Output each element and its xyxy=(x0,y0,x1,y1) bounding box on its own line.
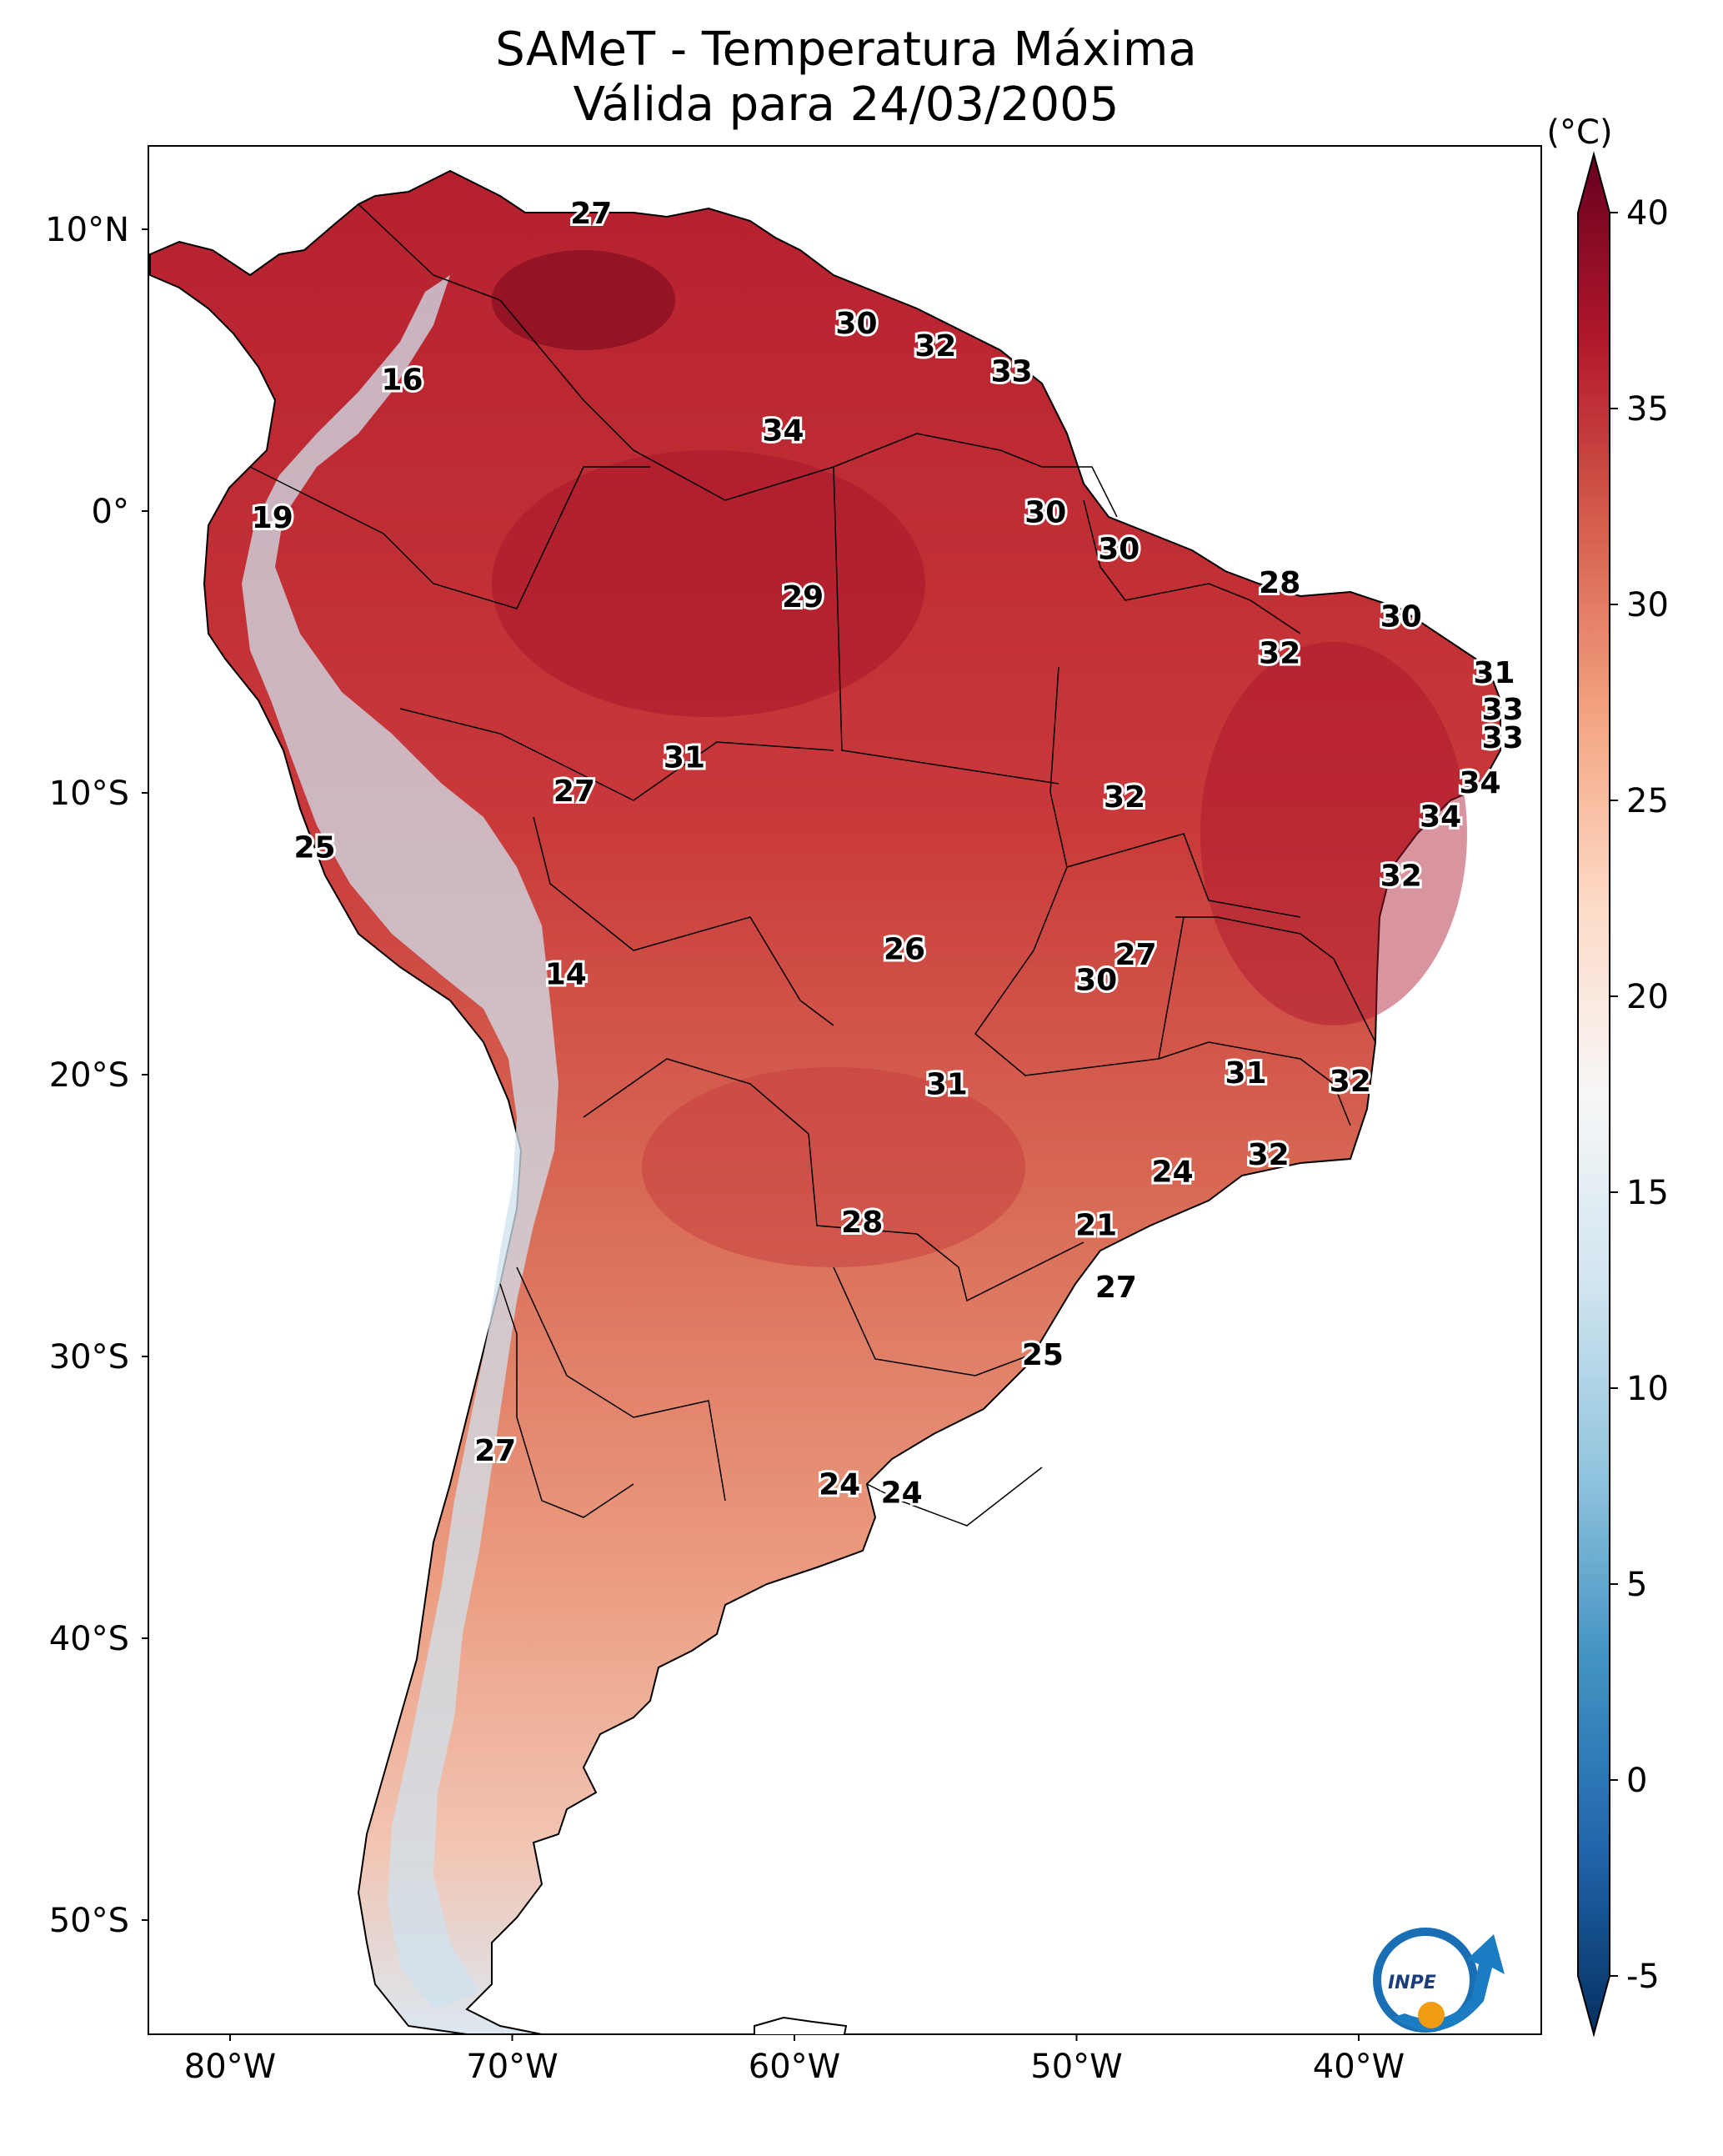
station-temperature-label: 30 xyxy=(1380,599,1422,634)
station-temperature-label: 25 xyxy=(1022,1338,1064,1372)
inpe-logo-text: INPE xyxy=(1388,1973,1436,1993)
warm-spot-central xyxy=(642,1067,1025,1267)
station-temperature-label: 32 xyxy=(914,329,956,364)
station-temperature-label: 33 xyxy=(1482,721,1524,755)
station-temperature-label: 31 xyxy=(926,1068,968,1102)
andes-cool-band xyxy=(242,275,558,2009)
station-temperature-label: 32 xyxy=(1248,1138,1290,1172)
lon-tick-label: 60°W xyxy=(749,2048,840,2086)
station-temperature-label: 30 xyxy=(1075,963,1117,997)
colorbar-tick-label: -5 xyxy=(1626,1958,1660,1996)
lat-tick-label: 10°N xyxy=(45,211,129,249)
colorbar-tick-label: 0 xyxy=(1626,1762,1647,1800)
inpe-logo-arrow xyxy=(1392,1934,1505,2031)
station-temperature-label: 27 xyxy=(553,775,595,809)
station-temperature-label: 30 xyxy=(1024,495,1066,529)
station-temperature-label: 21 xyxy=(1075,1209,1117,1243)
station-temperature-label: 27 xyxy=(570,197,612,231)
lat-tick-label: 0° xyxy=(92,493,129,531)
station-temperature-label: 34 xyxy=(762,414,804,448)
station-temperature-label: 28 xyxy=(1259,566,1300,600)
lat-tick-label: 50°S xyxy=(49,1902,129,1940)
longitude-axis: 80°W 70°W 60°W 50°W 40°W xyxy=(184,2034,1405,2086)
country-borders xyxy=(249,203,1376,1527)
station-temperature-label: 32 xyxy=(1104,780,1145,815)
colorbar-tick-label: 20 xyxy=(1626,978,1669,1016)
colorbar-ticks: -5 0 5 10 15 20 25 30 35 40 xyxy=(1610,194,1669,1996)
colorbar-tick-label: 10 xyxy=(1626,1370,1669,1408)
station-temperature-label: 31 xyxy=(1473,656,1515,690)
colorbar-tick-label: 15 xyxy=(1626,1174,1669,1212)
station-temperature-label: 24 xyxy=(1152,1155,1194,1189)
inpe-logo: INPE xyxy=(1373,1928,1505,2033)
station-temperature-label: 28 xyxy=(841,1206,883,1240)
station-temperature-label: 26 xyxy=(884,932,925,966)
station-temperature-label: 27 xyxy=(474,1434,516,1468)
station-temperature-label: 34 xyxy=(1460,766,1501,800)
station-temperature-label: 14 xyxy=(545,958,587,992)
colorbar: (°C) -5 0 5 10 15 20 25 30 35 40 xyxy=(1546,113,1669,2038)
station-temperature-label: 24 xyxy=(819,1467,860,1502)
station-temperature-label: 30 xyxy=(835,307,877,341)
falkland-islands xyxy=(754,2016,848,2034)
map-area xyxy=(149,169,1501,2034)
map-title: SAMeT - Temperatura Máxima xyxy=(495,23,1197,77)
lon-tick-label: 40°W xyxy=(1313,2048,1405,2086)
station-temperature-label: 31 xyxy=(1225,1056,1267,1091)
station-temperature-label: 16 xyxy=(381,364,423,398)
lat-tick-label: 40°S xyxy=(49,1620,129,1658)
station-temperature-label: 31 xyxy=(664,740,705,775)
lat-tick-label: 10°S xyxy=(49,775,129,813)
colorbar-unit-label: (°C) xyxy=(1546,113,1612,152)
station-temperature-label: 34 xyxy=(1420,800,1461,834)
lon-tick-label: 80°W xyxy=(184,2048,276,2086)
station-temperature-label: 24 xyxy=(881,1477,923,1511)
colorbar-tick-label: 30 xyxy=(1626,586,1669,624)
hot-spot-amazon xyxy=(492,450,925,717)
lon-tick-label: 50°W xyxy=(1030,2048,1122,2086)
hot-spot-northeast xyxy=(1200,642,1467,1025)
hot-spot-venezuela xyxy=(492,250,675,350)
map-subtitle: Válida para 24/03/2005 xyxy=(573,78,1119,132)
station-temperature-label: 32 xyxy=(1330,1065,1371,1099)
latitude-axis: 10°N 0° 10°S 20°S 30°S 40°S 50°S xyxy=(45,211,148,1940)
station-temperature-label: 29 xyxy=(782,580,824,614)
station-temperature-label: 32 xyxy=(1259,636,1300,670)
station-temperature-label: 27 xyxy=(1115,938,1157,972)
station-temperature-label: 30 xyxy=(1098,532,1139,566)
colorbar-tick-label: 5 xyxy=(1626,1566,1647,1604)
station-temperature-label: 27 xyxy=(1095,1271,1137,1305)
lat-tick-label: 30°S xyxy=(49,1338,129,1376)
lat-tick-label: 20°S xyxy=(49,1056,129,1095)
station-temperature-label: 33 xyxy=(991,354,1033,389)
colorbar-scale xyxy=(1577,151,1610,2038)
colorbar-tick-label: 40 xyxy=(1626,194,1669,233)
colorbar-tick-label: 35 xyxy=(1626,390,1669,429)
lon-tick-label: 70°W xyxy=(466,2048,558,2086)
inpe-logo-sun xyxy=(1418,2002,1445,2028)
station-temperature-label: 25 xyxy=(293,831,335,865)
station-temperature-label: 32 xyxy=(1380,859,1422,893)
colorbar-tick-label: 25 xyxy=(1626,782,1669,820)
station-temperature-label: 33 xyxy=(1482,693,1524,727)
station-temperature-label: 19 xyxy=(252,501,293,535)
